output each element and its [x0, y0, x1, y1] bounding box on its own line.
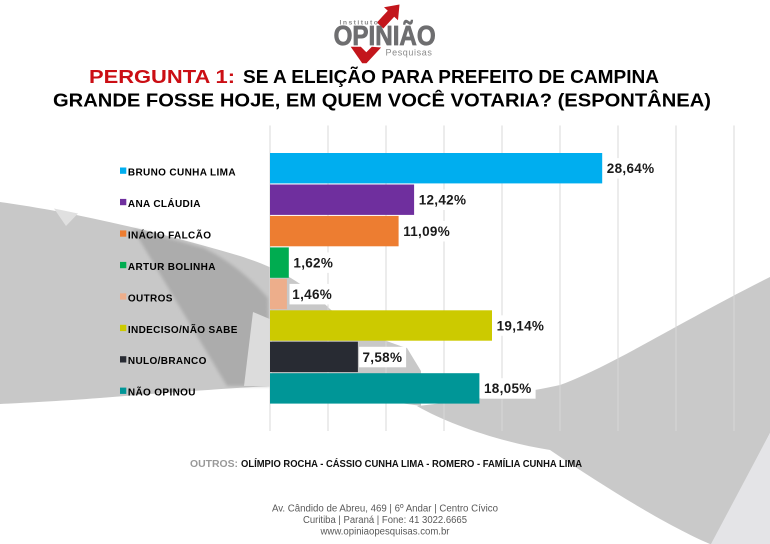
svg-text:NÃO OPINOU: NÃO OPINOU [128, 386, 196, 399]
svg-text:19,14%: 19,14% [497, 318, 545, 333]
svg-text:28,64%: 28,64% [607, 161, 655, 176]
svg-text:ANA CLÁUDIA: ANA CLÁUDIA [128, 197, 201, 210]
svg-text:Curitiba | Paraná | Fone: 41 3: Curitiba | Paraná | Fone: 41 3022.6665 [303, 515, 467, 526]
svg-text:7,58%: 7,58% [363, 350, 403, 365]
svg-text:INDECISO/NÃO SABE: INDECISO/NÃO SABE [128, 323, 238, 336]
svg-text:1,62%: 1,62% [293, 255, 333, 270]
svg-text:11,09%: 11,09% [403, 224, 450, 239]
svg-text:OLÍMPIO ROCHA - CÁSSIO CUNHA L: OLÍMPIO ROCHA - CÁSSIO CUNHA LIMA - ROME… [241, 457, 583, 470]
svg-text:OUTROS: OUTROS [128, 293, 173, 304]
svg-text:18,05%: 18,05% [484, 381, 532, 396]
svg-text:INÁCIO FALCÃO: INÁCIO FALCÃO [128, 228, 211, 241]
svg-text:GRANDE FOSSE HOJE, EM QUEM VOC: GRANDE FOSSE HOJE, EM QUEM VOCÊ VOTARIA?… [53, 90, 711, 111]
svg-text:ARTUR BOLINHA: ARTUR BOLINHA [128, 262, 216, 273]
svg-text:12,42%: 12,42% [419, 193, 467, 208]
svg-text:Av. Cândido de Abreu, 469 | 6º: Av. Cândido de Abreu, 469 | 6º Andar | C… [272, 504, 498, 515]
svg-text:PERGUNTA 1:: PERGUNTA 1: [89, 66, 235, 87]
svg-text:SE A ELEIÇÃO PARA PREFEITO DE: SE A ELEIÇÃO PARA PREFEITO DE CAMPINA [243, 66, 659, 87]
svg-text:OPINIÃO: OPINIÃO [334, 20, 436, 52]
svg-text:www.opiniaopesquisas.com.br: www.opiniaopesquisas.com.br [320, 527, 451, 538]
svg-text:BRUNO CUNHA LIMA: BRUNO CUNHA LIMA [128, 168, 236, 179]
svg-text:OUTROS:: OUTROS: [190, 459, 238, 470]
svg-text:Pesquisas: Pesquisas [386, 48, 433, 58]
svg-text:1,46%: 1,46% [292, 287, 332, 302]
svg-text:Instituto: Instituto [340, 20, 380, 27]
svg-text:NULO/BRANCO: NULO/BRANCO [128, 356, 207, 367]
